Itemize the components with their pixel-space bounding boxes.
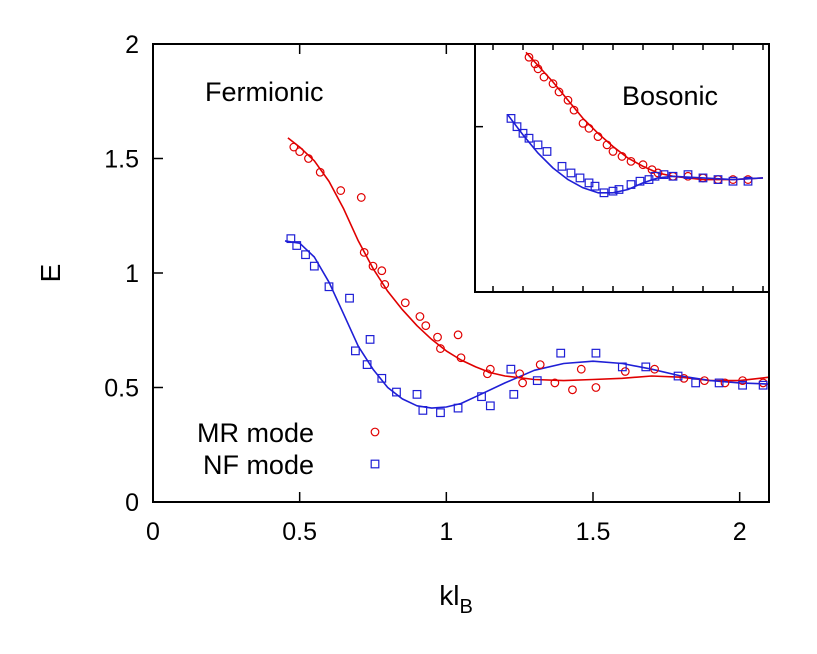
mr-mode-point — [454, 331, 462, 339]
y-tick-label: 0.5 — [104, 375, 139, 403]
y-tick-label: 0 — [125, 489, 139, 517]
mr-mode-point — [569, 386, 577, 394]
x-axis-title-main: kl — [439, 580, 459, 611]
nf-mode-point — [413, 391, 421, 399]
mr-mode-point — [337, 187, 345, 195]
mr-mode-point — [296, 148, 304, 156]
mr-mode-point — [536, 361, 544, 369]
fermionic-label: Fermionic — [205, 77, 324, 107]
inset-plot: Bosonic — [475, 44, 769, 292]
x-tick-label: 1.5 — [576, 518, 611, 546]
nf-mode-point — [692, 379, 700, 387]
x-tick-label: 2 — [733, 518, 747, 546]
nf-mode-point — [487, 402, 495, 410]
nf-mode-point — [352, 347, 360, 355]
y-tick-label: 1.5 — [104, 146, 139, 174]
legend-label-nf-mode: NF mode — [203, 450, 314, 480]
nf-mode-point — [510, 391, 518, 399]
nf-mode-point — [437, 409, 445, 417]
y-tick-label: 2 — [125, 31, 139, 59]
nf-mode-point — [366, 336, 374, 344]
mr-mode-point — [592, 384, 600, 392]
mr-mode-point — [357, 194, 365, 202]
figure: 0 0.5 1 1.5 2 0 0.5 1 1.5 2 Fermionic E klB MR m… — [0, 0, 817, 654]
x-tick-label: 0 — [146, 518, 160, 546]
legend-marker-mr-mode — [371, 428, 379, 436]
nf-mode-point — [346, 294, 354, 302]
mr-mode-point — [621, 368, 629, 376]
y-tick-label: 1 — [125, 260, 139, 288]
mr-mode-point — [519, 379, 527, 387]
legend-marker-nf-mode — [371, 460, 379, 468]
mr-mode-point — [434, 333, 442, 341]
nf-mode-point — [311, 262, 319, 270]
bosonic-label: Bosonic — [622, 81, 718, 111]
nf-mode-point — [533, 377, 541, 385]
mr-mode-point — [401, 299, 409, 307]
mr-mode-point — [759, 379, 767, 387]
mr-mode-point — [422, 322, 430, 330]
y-axis-title: E — [35, 264, 66, 283]
x-axis-title-subscript: B — [459, 596, 472, 618]
x-tick-label: 1 — [439, 518, 453, 546]
mr-mode-point — [416, 313, 424, 321]
x-axis-title: klB — [439, 580, 473, 618]
mr-mode-point — [378, 267, 386, 275]
legend-label-mr-mode: MR mode — [197, 418, 314, 448]
nf-mode-point — [507, 365, 515, 373]
x-tick-label: 0.5 — [282, 518, 317, 546]
mr-mode-point — [577, 365, 585, 373]
nf-mode-point — [592, 349, 600, 357]
nf-mode-point — [557, 349, 565, 357]
